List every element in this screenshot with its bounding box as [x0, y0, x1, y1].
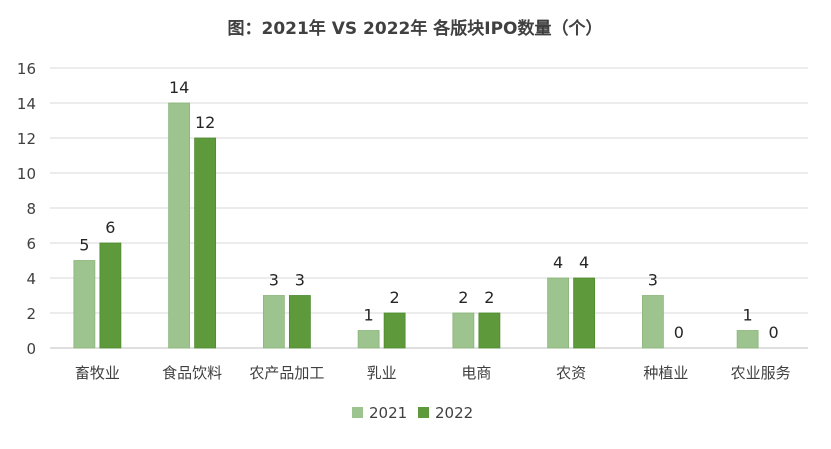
x-tick-label: 乳业	[367, 364, 397, 382]
x-tick-label: 农产品加工	[249, 364, 324, 382]
bar-2021	[262, 295, 285, 349]
bar-2022	[99, 242, 122, 349]
data-label: 5	[79, 236, 89, 255]
data-label: 12	[195, 113, 215, 132]
y-tick-label: 12	[17, 130, 36, 148]
bar-2021	[547, 277, 570, 349]
data-label: 4	[553, 253, 563, 272]
chart-title: 图：2021年 VS 2022年 各版块IPO数量（个）	[227, 18, 602, 39]
data-label: 3	[295, 271, 305, 290]
bar-2022	[478, 312, 501, 349]
bar-2021	[168, 102, 191, 349]
data-label: 4	[579, 253, 589, 272]
data-label: 6	[105, 218, 115, 237]
y-tick-label: 6	[26, 235, 36, 253]
bar-2022	[383, 312, 406, 349]
x-tick-label: 食品饮料	[162, 364, 222, 382]
data-label: 2	[484, 288, 494, 307]
bar-2022	[194, 137, 217, 349]
y-tick-label: 0	[26, 340, 36, 358]
bar-2021	[73, 260, 96, 349]
data-label: 14	[169, 78, 189, 97]
data-label: 3	[269, 271, 279, 290]
data-label: 1	[364, 306, 374, 325]
legend-swatch-2021	[352, 407, 363, 418]
bar-2021	[736, 330, 759, 349]
x-tick-label: 农业服务	[731, 364, 791, 382]
y-tick-label: 10	[17, 165, 36, 183]
y-tick-label: 4	[26, 270, 36, 288]
x-tick-label: 电商	[461, 364, 491, 382]
y-tick-label: 14	[17, 95, 36, 113]
x-tick-label: 畜牧业	[75, 364, 120, 382]
bar-2022	[288, 295, 311, 349]
legend-swatch-2022	[418, 407, 429, 418]
data-label: 2	[458, 288, 468, 307]
legend-label: 2021	[369, 404, 407, 422]
bar-2022	[573, 277, 596, 349]
y-tick-label: 2	[26, 305, 36, 323]
y-tick-label: 8	[26, 200, 36, 218]
data-label: 0	[769, 323, 779, 342]
bar-2021	[452, 312, 475, 349]
bar-2021	[357, 330, 380, 349]
data-label: 1	[743, 306, 753, 325]
data-label: 2	[390, 288, 400, 307]
x-tick-label: 农资	[556, 364, 586, 382]
data-label: 0	[674, 323, 684, 342]
legend-label: 2022	[435, 404, 473, 422]
bar-2021	[641, 295, 664, 349]
x-tick-label: 种植业	[643, 364, 688, 382]
data-label: 3	[648, 271, 658, 290]
y-tick-label: 16	[17, 60, 36, 78]
